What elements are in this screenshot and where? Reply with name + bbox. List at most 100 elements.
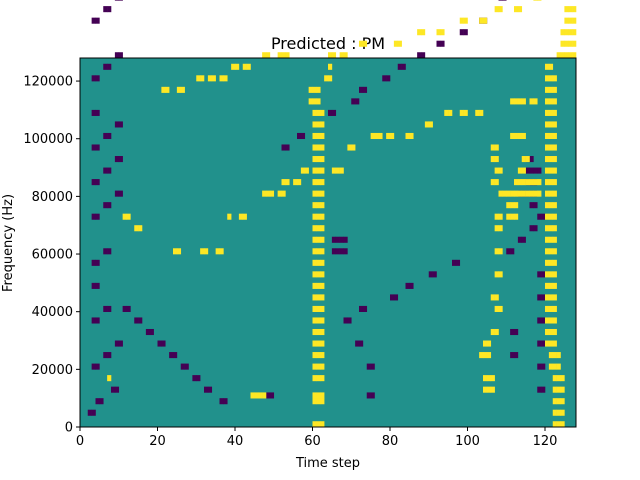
heatmap-cell-high [548,156,554,163]
heatmap-cell-high [552,213,557,220]
heatmap-cell-high [281,52,286,59]
heatmap-cell-high [343,52,348,59]
heatmap-cell-high [545,75,550,82]
heatmap-cell-high [545,225,550,232]
heatmap-cell-high [459,17,464,24]
x-tick-label: 40 [227,434,244,449]
heatmap-cell-high [312,375,317,382]
heatmap-cell-high [514,6,519,13]
heatmap-cell-high [320,317,325,324]
heatmap-cell-low [541,317,546,324]
heatmap-cell-high [548,328,554,336]
heatmap-cell-high [312,132,317,140]
heatmap-cell-high [556,409,561,416]
heatmap-cell-low [432,271,437,278]
heatmap-cell-high [521,156,526,163]
heatmap-cell-high [312,225,317,232]
heatmap-cell-high [316,328,321,336]
heatmap-cell-high [572,29,577,36]
heatmap-cell-high [483,386,488,393]
heatmap-cell-high [390,132,395,140]
heatmap-cell-high [417,29,422,36]
heatmap-cell-low [382,75,387,82]
heatmap-cell-high [312,259,317,266]
heatmap-cell-low [300,132,306,140]
heatmap-cell-high [572,17,577,24]
heatmap-cell-high [320,213,325,220]
x-tick-label: 0 [76,434,84,449]
heatmap-cell-high [552,190,557,197]
heatmap-cell-low [103,6,108,13]
heatmap-cell-high [277,52,282,59]
heatmap-cell-high [262,190,267,197]
heatmap-cell-low [118,190,123,197]
heatmap-cell-low [184,363,189,370]
heatmap-cell-high [316,202,321,209]
heatmap-cell-high [320,144,325,151]
heatmap-cell-high [537,179,542,186]
heatmap-cell-high [277,190,282,197]
heatmap-cell-low [107,6,112,13]
heatmap-cell-high [494,167,499,174]
heatmap-cell-high [568,52,573,59]
heatmap-cell-high [312,86,317,93]
heatmap-cell-low [386,75,391,82]
heatmap-cell-high [533,190,538,197]
heatmap-cell-low [510,328,515,336]
heatmap-cell-high [316,109,321,116]
heatmap-cell-high [552,421,557,428]
heatmap-cell-high [545,305,550,312]
heatmap-cell-low [95,282,100,289]
heatmap-cell-high [316,190,321,197]
heatmap-cell-high [510,98,515,105]
heatmap-cell-low [506,248,511,255]
heatmap-cell-low [335,248,340,255]
heatmap-cell-low [436,40,441,47]
heatmap-cell-high [552,225,557,232]
heatmap-cell-high [235,63,240,70]
heatmap-cell-high [312,305,317,312]
heatmap-cell-low [95,363,100,370]
heatmap-cell-low [91,109,96,116]
heatmap-cell-low [118,52,123,59]
heatmap-cell-high [312,398,317,405]
heatmap-cell-high [521,179,526,186]
heatmap-cell-high [517,179,523,186]
heatmap-cell-high [521,98,526,105]
heatmap-cell-high [312,167,317,174]
heatmap-cell-high [514,190,519,197]
y-tick-label: 100000 [23,132,73,147]
heatmap-cell-high [552,317,557,324]
heatmap-cell-low [498,0,503,1]
heatmap-cell-low [405,282,410,289]
heatmap-cell-high [494,305,499,312]
heatmap-cell-low [91,317,96,324]
heatmap-cell-high [397,40,402,47]
heatmap-cell-low [366,363,371,370]
heatmap-cell-high [316,375,321,382]
heatmap-cell-high [506,190,511,197]
heatmap-cell-high [486,386,492,393]
heatmap-cell-high [444,109,449,116]
heatmap-cell-low [393,294,399,301]
heatmap-cell-low [91,144,96,151]
heatmap-cell-high [529,179,534,186]
heatmap-cell-high [312,271,317,278]
heatmap-cell-high [552,132,557,140]
heatmap-cell-high [173,248,178,255]
heatmap-cell-high [331,52,337,59]
heatmap-cell-low [390,294,395,301]
heatmap-cell-high [498,271,503,278]
heatmap-cell-high [564,6,569,13]
heatmap-cell-high [339,167,344,174]
heatmap-cell-low [111,386,116,393]
heatmap-cell-high [545,282,550,289]
heatmap-cell-low [339,236,344,243]
heatmap-cell-high [320,282,325,289]
heatmap-cell-high [552,179,557,186]
heatmap-cell-high [498,190,503,197]
heatmap-cell-high [560,29,565,36]
heatmap-cell-high [316,121,321,128]
heatmap-cell-high [180,86,185,93]
heatmap-cell-high [269,190,275,197]
